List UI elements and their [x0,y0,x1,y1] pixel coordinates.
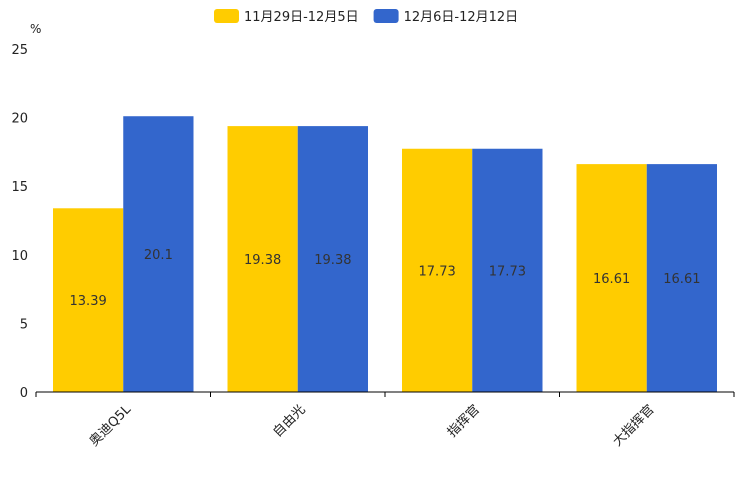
data-label: 17.73 [489,264,526,279]
y-tick-label: 25 [11,43,28,58]
bar-1 [402,148,473,392]
bar-2 [123,116,194,392]
y-tick-label: 5 [20,317,28,332]
bar-1 [53,208,124,392]
data-label: 19.38 [244,253,281,268]
y-tick-label: 15 [11,180,28,195]
data-label: 20.1 [144,248,173,263]
x-tick-label: 大指挥官 [609,402,657,450]
y-tick-label: 20 [11,112,28,127]
legend-label-2: 12月6日-12月12日 [404,10,519,25]
bar-2 [646,164,717,392]
x-tick-label: 指挥官 [444,402,483,441]
data-label: 17.73 [419,264,456,279]
y-tick-label: 0 [20,386,28,401]
legend-swatch-1 [214,9,239,23]
bar-1 [227,126,298,393]
y-tick-label: 10 [11,249,28,264]
data-label: 19.38 [314,253,351,268]
legend-label-1: 11月29日-12月5日 [244,10,359,25]
bar-1 [576,164,647,392]
x-tick-label: 自由光 [270,402,308,440]
data-label: 16.61 [663,272,700,287]
bar-2 [472,148,543,392]
data-label: 16.61 [593,272,630,287]
y-axis-label: % [30,22,41,36]
data-label: 13.39 [70,294,107,309]
x-tick-label: 奥迪Q5L [87,402,135,450]
legend-swatch-2 [373,9,399,23]
bar-2 [297,126,368,393]
